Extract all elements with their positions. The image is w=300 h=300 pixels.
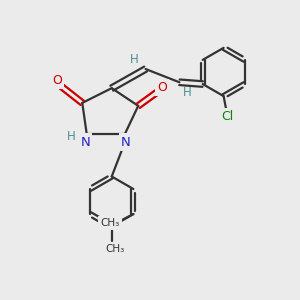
Text: O: O [52,74,62,87]
Text: N: N [121,136,130,148]
Text: H: H [67,130,76,143]
Text: CH₃: CH₃ [100,218,119,228]
Text: CH₃: CH₃ [106,244,125,254]
Text: O: O [158,81,167,94]
Text: H: H [183,86,192,99]
Text: Cl: Cl [221,110,234,123]
Text: N: N [80,136,90,148]
Text: H: H [130,53,139,66]
